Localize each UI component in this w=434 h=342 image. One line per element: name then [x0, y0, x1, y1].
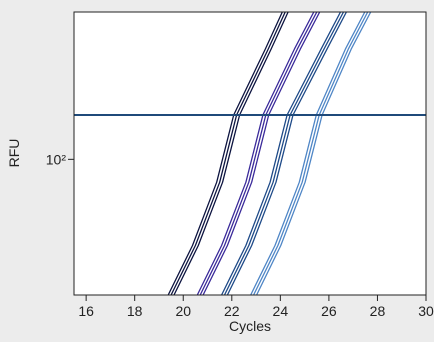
x-tick-label: 26	[321, 303, 337, 319]
x-tick-label: 20	[175, 303, 191, 319]
series-1-line	[173, 12, 289, 295]
x-tick-label: 18	[127, 303, 143, 319]
series-4-line	[255, 12, 372, 295]
series-4	[250, 12, 372, 295]
plot-frame	[73, 11, 427, 296]
series-4-line	[250, 12, 366, 295]
x-tick-label: 16	[78, 303, 94, 319]
series-1-line	[167, 12, 283, 295]
x-axis: 16 18 20 22 24 26 28 30	[78, 295, 434, 319]
series-2-line	[199, 12, 318, 295]
series-1	[167, 12, 289, 295]
series-3-line	[226, 12, 348, 295]
x-axis-label: Cycles	[229, 318, 271, 334]
series-3	[220, 12, 348, 295]
plot-background	[74, 12, 426, 295]
series-2-line	[202, 12, 321, 295]
series-3-line	[220, 12, 342, 295]
series-4-line	[252, 12, 369, 295]
y-tick-label: 10²	[46, 151, 67, 167]
x-tick-label: 24	[273, 303, 289, 319]
series-layer	[167, 12, 372, 295]
x-tick-label: 22	[224, 303, 240, 319]
y-axis: 10²	[46, 151, 74, 167]
series-2	[196, 12, 321, 295]
y-axis-label: RFU	[6, 139, 22, 168]
x-tick-label: 30	[418, 303, 434, 319]
series-2-line	[196, 12, 315, 295]
series-1-line	[170, 12, 286, 295]
x-tick-label: 28	[370, 303, 386, 319]
series-3-line	[223, 12, 345, 295]
